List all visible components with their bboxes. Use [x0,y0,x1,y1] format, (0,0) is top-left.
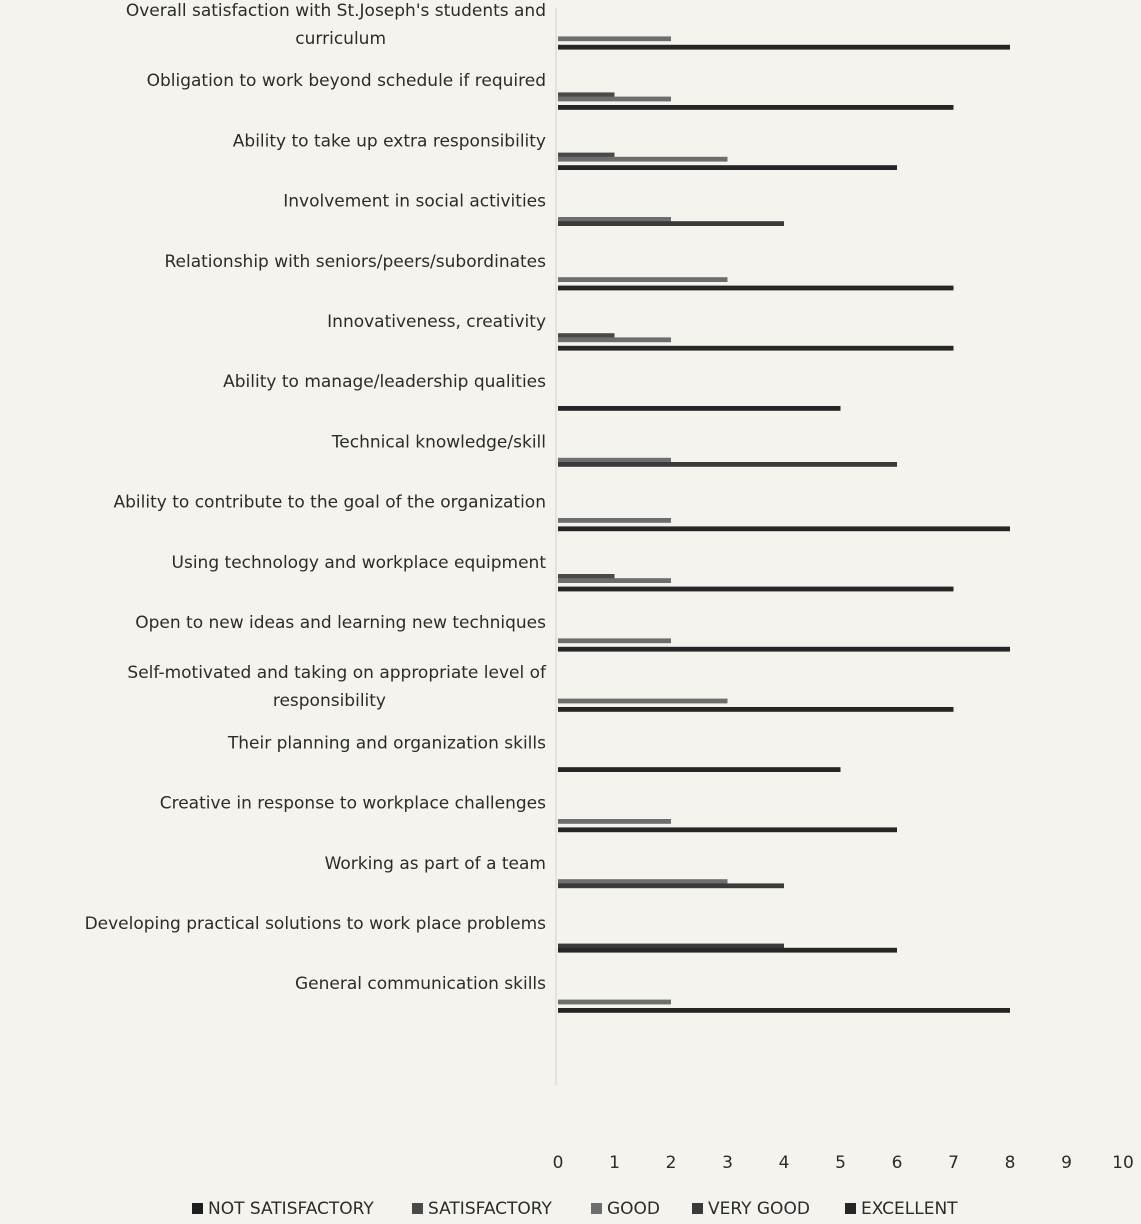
x-tick-label: 8 [1005,1153,1016,1173]
category-label: Using technology and workplace equipment [172,553,547,573]
bar-excellent [558,586,954,592]
category-label: Self-motivated and taking on appropriate… [127,663,547,711]
bar-good [558,457,671,463]
legend-swatch [591,1203,602,1214]
bar-excellent [558,406,841,411]
bar-excellent [558,947,897,953]
legend-swatch [845,1203,856,1214]
bar-good [558,819,671,824]
bars [558,36,1010,1013]
category-label: Involvement in social activities [283,192,546,212]
bar-satisfactory [558,152,615,158]
bar-excellent [558,646,1010,652]
legend: NOT SATISFACTORY SATISFACTORY GOOD VERY GOO… [192,1199,958,1219]
legend-label: SATISFACTORY [428,1199,553,1219]
bar-very-good [558,462,897,467]
bar-satisfactory [558,574,615,579]
bar-good [558,156,728,162]
category-label: Ability to contribute to the goal of the… [114,493,547,513]
category-label: Innovativeness, creativity [327,312,546,332]
bar-good [558,638,671,644]
bar-very-good [558,883,784,889]
x-tick-label: 4 [779,1153,790,1173]
category-label: Obligation to work beyond schedule if re… [147,71,546,91]
x-tick-label: 9 [1061,1153,1072,1173]
x-tick-label: 10 [1112,1153,1134,1173]
bar-good [558,999,671,1005]
legend-swatch [412,1203,423,1214]
bar-very-good [558,221,784,226]
legend-label: GOOD [607,1199,660,1219]
bar-excellent [558,827,897,833]
bar-excellent [558,345,954,351]
bar-good [558,217,671,222]
x-tick-label: 5 [835,1153,846,1173]
bar-excellent [558,767,841,772]
legend-label: EXCELLENT [861,1199,958,1219]
category-label: Ability to take up extra responsibility [233,131,546,151]
x-tick-label: 1 [609,1153,620,1173]
legend-swatch [692,1203,703,1214]
bar-good [558,277,728,282]
legend-label: VERY GOOD [708,1199,810,1219]
category-label: Working as part of a team [325,854,546,874]
bar-excellent [558,1008,1010,1013]
category-label: Open to new ideas and learning new techn… [135,613,546,633]
bar-good [558,96,671,102]
x-tick-label: 3 [722,1153,733,1173]
category-label: Technical knowledge/skill [331,432,546,452]
bar-excellent [558,44,1010,50]
bar-satisfactory [558,333,615,338]
category-label: General communication skills [295,974,546,994]
legend-label: NOT SATISFACTORY [208,1199,374,1219]
bar-good [558,337,671,343]
category-label: Overall satisfaction with St.Joseph's st… [126,1,546,49]
category-labels: Overall satisfaction with St.Joseph's st… [85,1,547,994]
bar-good [558,518,671,523]
x-tick-label: 7 [948,1153,959,1173]
bar-good [558,578,671,583]
bar-good [558,36,671,42]
category-label: Ability to manage/leadership qualities [223,372,546,392]
bar-excellent [558,707,954,712]
x-tick-label: 6 [892,1153,903,1173]
bar-excellent [558,526,1010,532]
category-label: Creative in response to workplace challe… [160,794,546,814]
bar-good [558,879,728,884]
bar-very-good [558,943,784,949]
legend-swatch [192,1203,203,1214]
bar-excellent [558,105,954,110]
category-label: Developing practical solutions to work p… [85,914,547,934]
bar-excellent [558,285,954,291]
x-tick-label: 2 [666,1153,677,1173]
x-tick-label: 0 [553,1153,564,1173]
category-label: Their planning and organization skills [227,733,546,753]
x-axis-ticks: 0 1 2 3 4 5 6 7 8 9 10 [553,1153,1134,1173]
category-label: Relationship with seniors/peers/subordin… [164,252,546,272]
bar-good [558,698,728,704]
bar-excellent [558,165,897,170]
bar-satisfactory [558,92,615,98]
